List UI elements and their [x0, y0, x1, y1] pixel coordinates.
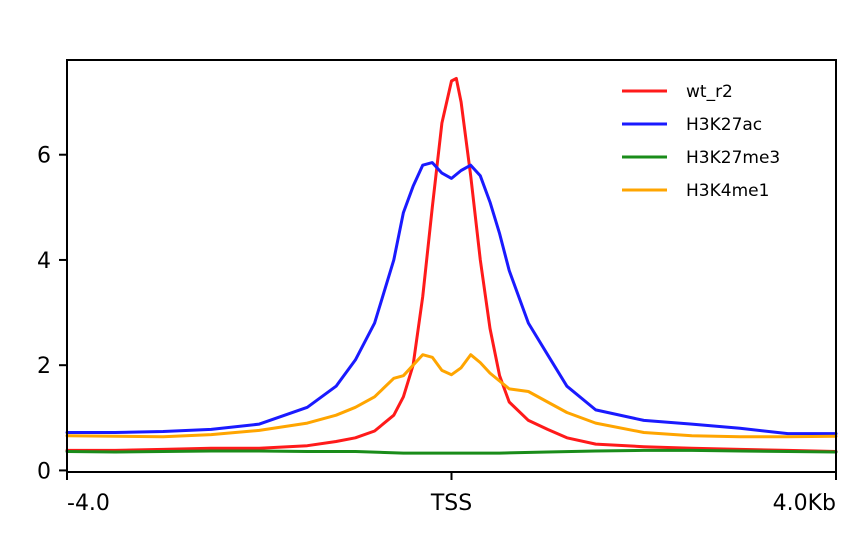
y-tick-label: 0 — [37, 459, 51, 484]
legend-label-wt-r2: wt_r2 — [686, 82, 733, 102]
legend-label-h3k4me1: H3K4me1 — [686, 181, 769, 201]
legend-label-h3k27ac: H3K27ac — [686, 115, 762, 135]
x-tick-label: TSS — [430, 491, 472, 516]
y-axis: 0 2 4 6 — [37, 144, 67, 484]
series-line-h3k27ac — [65, 161, 838, 436]
x-tick-label: 4.0Kb — [773, 491, 836, 516]
x-tick-label: -4.0 — [67, 491, 110, 516]
y-tick-label: 4 — [37, 249, 51, 274]
series-line-h3k27me3 — [65, 448, 838, 455]
y-tick-label: 6 — [37, 144, 51, 169]
series-line-h3k4me1 — [65, 353, 838, 439]
series-layer — [65, 76, 838, 455]
x-axis: -4.0 TSS 4.0Kb — [66, 472, 837, 516]
legend: wt_r2 H3K27ac H3K27me3 H3K4me1 — [622, 82, 780, 201]
legend-label-h3k27me3: H3K27me3 — [686, 148, 780, 168]
y-tick-label: 2 — [37, 354, 51, 379]
series-line-wt-r2 — [65, 76, 838, 453]
